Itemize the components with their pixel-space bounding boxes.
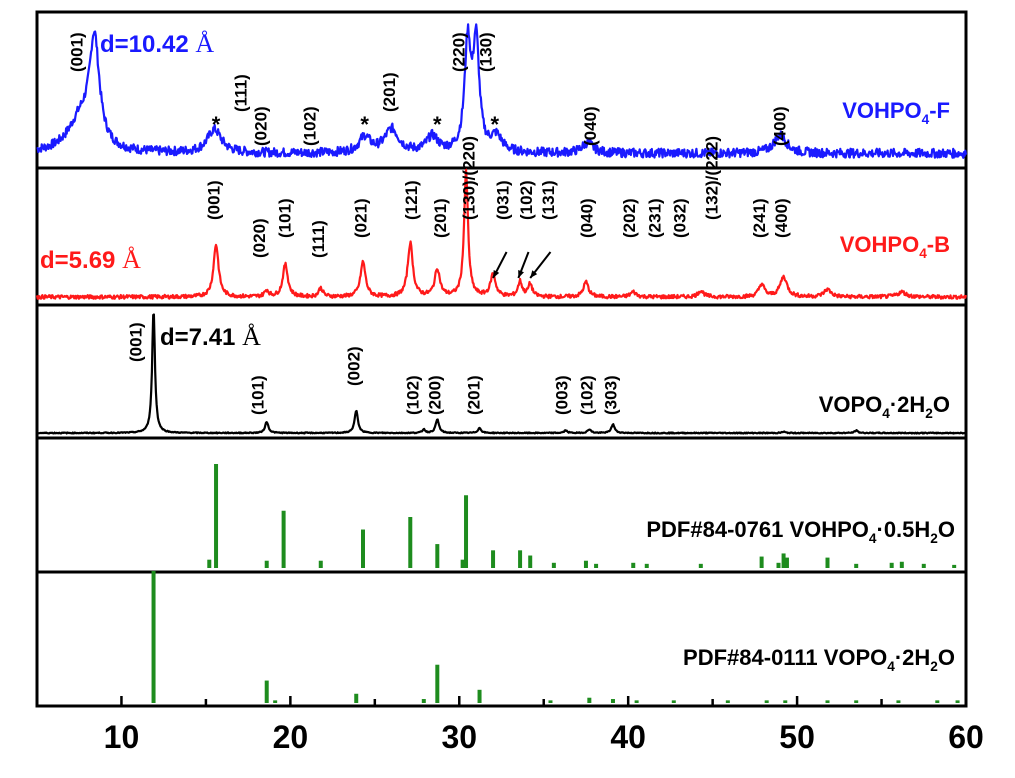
hkl-label: (201) [465,375,484,415]
hkl-label: (102) [404,375,423,415]
d-spacing-label-V: d=7.41 Å [160,322,261,351]
panel-frame [35,570,968,708]
hkl-label: (102) [517,180,536,220]
series-name-V: VOPO4·2H2O [819,392,950,421]
hkl-label: (101) [248,375,267,415]
impurity-star: * [490,112,499,137]
hkl-label: (132)/(222) [703,136,722,220]
hkl-label: (231) [645,198,664,238]
series-name-B: VOHPO4-B [840,232,950,261]
hkl-label: (021) [351,198,370,238]
hkl-label: (040) [581,106,600,146]
hkl-label: (102) [578,375,597,415]
impurity-star: * [360,112,369,137]
pointer-arrow-head [530,270,538,278]
pattern-line-F [36,23,968,159]
d-spacing-label-F: d=10.42 Å [100,29,214,58]
x-tick-label: 10 [104,719,140,755]
hkl-label: (303) [601,375,620,415]
reference-sticks [151,464,960,703]
hkl-label: (040) [578,198,597,238]
hkl-label: (001) [204,180,223,220]
hkl-label: (102) [301,106,320,146]
hkl-label: (400) [770,106,789,146]
hkl-label: (002) [345,346,364,386]
impurity-star: * [433,112,442,137]
hkl-label: (003) [552,375,571,415]
hkl-label: (101) [275,198,294,238]
panel-frames [35,10,968,708]
hkl-label: (111) [309,220,328,258]
pattern-line-V [36,313,967,435]
reference-name-R2: PDF#84-0111 VOPO4·2H2O [683,645,955,674]
hkl-label: (130) [476,32,495,72]
hkl-label: (201) [431,198,450,238]
hkl-label: (131) [539,180,558,220]
impurity-star: * [212,112,221,137]
hkl-label: (020) [250,218,269,258]
reference-name-R1: PDF#84-0761 VOHPO4·0.5H2O [646,517,955,546]
d-spacing-label-B: d=5.69 Å [40,245,141,274]
pointer-arrow-head [493,270,500,278]
x-tick-label: 40 [610,719,646,755]
hkl-label: (032) [671,198,690,238]
hkl-label: (241) [750,198,769,238]
hkl-label: (020) [252,106,271,146]
hkl-label: (202) [620,198,639,238]
hkl-label: (111) [231,74,250,112]
panel-frame [35,436,968,574]
series-name-F: VOHPO4-F [842,98,950,127]
pattern-line-B [35,168,968,300]
x-axis: 10 20 30 40 50 60 [35,696,984,755]
hkl-label: (130)/(220) [460,136,479,220]
hkl-label: (031) [493,180,512,220]
hkl-label: (001) [68,32,87,72]
pointer-arrow-head [518,270,524,278]
x-tick-label: 30 [441,719,477,755]
hkl-label: (400) [772,198,791,238]
x-tick-label: 20 [273,719,309,755]
hkl-label: (201) [380,72,399,112]
hkl-label: (001) [127,322,146,362]
x-tick-label: 50 [779,719,815,755]
hkl-label: (200) [426,375,445,415]
x-tick-label: 60 [948,719,984,755]
hkl-label: (220) [449,32,468,72]
hkl-label: (121) [402,180,421,220]
pattern-traces [35,23,968,435]
